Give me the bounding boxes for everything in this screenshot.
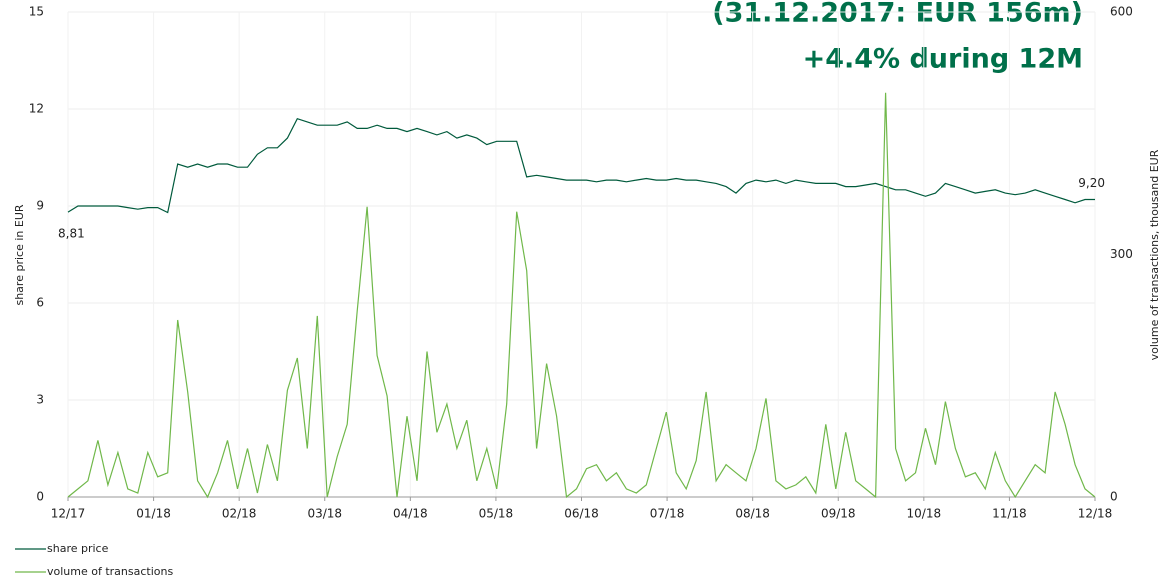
start-label: 8,81 <box>58 227 85 241</box>
x-tick-label: 01/18 <box>136 507 171 521</box>
y-tick-label: 6 <box>36 296 44 310</box>
y2-tick-label: 600 <box>1110 5 1133 19</box>
legend-label: volume of transactions <box>47 565 173 578</box>
x-tick-label: 05/18 <box>479 507 514 521</box>
end-label: 9,20 <box>1078 176 1105 190</box>
y2-tick-label: 300 <box>1110 247 1133 261</box>
x-tick-label: 12/18 <box>1078 507 1113 521</box>
y-tick-label: 3 <box>36 393 44 407</box>
y-tick-label: 15 <box>29 5 44 19</box>
x-tick-label: 07/18 <box>650 507 685 521</box>
y-tick-label: 9 <box>36 199 44 213</box>
x-tick-label: 08/18 <box>735 507 770 521</box>
x-tick-label: 12/17 <box>51 507 86 521</box>
x-tick-label: 06/18 <box>564 507 599 521</box>
chart-title: (31.12.2017: EUR 156m) <box>712 0 1083 29</box>
series-line <box>67 92 1096 499</box>
x-tick-label: 09/18 <box>821 507 856 521</box>
y-axis-title: share price in EUR <box>13 204 26 305</box>
x-tick-label: 04/18 <box>393 507 428 521</box>
y-tick-label: 12 <box>29 102 44 116</box>
y2-tick-label: 0 <box>1110 490 1118 504</box>
x-tick-label: 03/18 <box>307 507 342 521</box>
x-tick-label: 11/18 <box>992 507 1027 521</box>
legend-label: share price <box>47 542 109 555</box>
chart-subtitle: +4.4% during 12M <box>803 44 1083 75</box>
x-tick-label: 02/18 <box>222 507 257 521</box>
y-tick-label: 0 <box>36 490 44 504</box>
y2-axis-title: volume of transactions, thousand EUR <box>1148 149 1161 360</box>
series-line <box>67 117 1095 214</box>
x-tick-label: 10/18 <box>907 507 942 521</box>
